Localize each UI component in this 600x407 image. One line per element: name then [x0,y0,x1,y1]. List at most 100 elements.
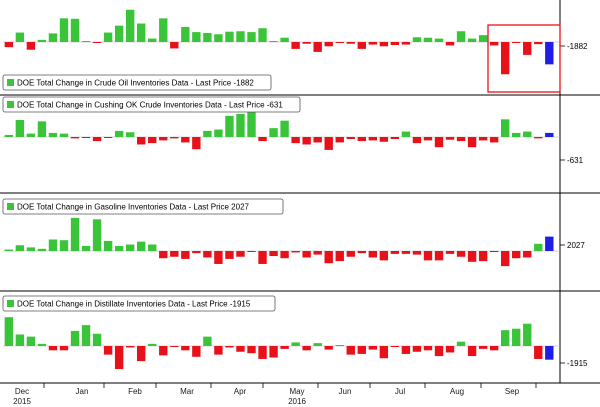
bar-3-25 [269,251,278,257]
bar-4-50 [545,346,554,360]
bar-1-15 [159,18,168,42]
last-price-tag-3: 2027 [560,240,598,250]
bar-1-9 [92,42,102,43]
bar-3-2 [15,245,25,251]
bar-3-37 [401,251,411,254]
bar-2-29 [313,137,322,143]
bar-4-35 [379,346,389,359]
bar-3-24 [258,251,267,264]
bar-4-32 [346,346,355,355]
bar-3-29 [313,251,322,255]
bar-3-40 [434,251,444,261]
price-tag-bg [561,358,598,368]
bar-1-46 [500,42,510,75]
bar-4-43 [467,346,477,357]
bar-1-37 [401,42,411,45]
bar-4-38 [412,346,422,352]
bar-3-43 [467,251,477,262]
bar-4-23 [247,346,256,354]
bar-3-3 [26,247,36,251]
bar-3-13 [137,241,146,251]
bar-4-12 [125,346,135,348]
bar-4-41 [445,346,455,353]
bar-2-7 [70,137,80,139]
bar-2-47 [512,132,521,137]
bar-2-4 [37,121,47,137]
bar-3-22 [236,251,245,257]
bar-1-50 [545,42,554,65]
bar-4-11 [114,346,124,370]
bar-4-26 [280,346,289,349]
bar-4-13 [137,346,146,362]
bar-3-10 [103,240,113,251]
bar-4-39 [423,346,433,351]
bar-1-12 [125,9,135,42]
bar-1-19 [203,32,212,42]
bar-1-39 [423,37,433,42]
bar-2-27 [291,137,300,144]
bar-1-29 [313,42,322,52]
bar-1-43 [467,38,477,42]
legend-1: DOE Total Change in Crude Oil Inventorie… [2,74,272,91]
bar-3-26 [280,251,289,259]
bar-4-46 [500,330,510,346]
x-tick-label: Apr [234,387,247,396]
bar-2-41 [445,137,455,140]
bar-2-6 [59,133,69,137]
bar-4-49 [534,346,543,359]
legend-swatch [7,300,14,307]
bar-3-35 [379,251,389,261]
x-tick-label: Jan [76,387,89,396]
bar-3-20 [214,251,223,264]
bar-1-17 [181,26,190,42]
bar-4-36 [390,346,400,347]
bar-2-40 [434,137,444,148]
bar-1-40 [434,38,444,42]
bar-3-41 [445,251,455,254]
bar-2-36 [390,137,400,140]
bar-2-14 [148,137,157,144]
legend-box [2,295,276,312]
bar-4-18 [192,346,201,357]
bar-1-34 [368,42,378,45]
x-tick-label: Jun [339,387,352,396]
bar-4-40 [434,346,444,357]
bar-4-24 [258,346,267,359]
bar-2-20 [214,129,223,137]
bar-3-38 [412,251,422,255]
bar-1-21 [225,31,234,42]
bar-4-42 [456,341,466,346]
bar-3-18 [192,251,201,254]
bar-2-37 [401,131,411,137]
legend-title: DOE Total Change in Cushing OK Crude Inv… [17,101,283,110]
bar-1-24 [258,28,267,42]
bar-2-32 [346,137,355,140]
bar-3-1 [4,249,14,251]
bar-4-22 [236,346,245,352]
bar-2-45 [489,137,499,143]
bar-3-48 [523,251,532,258]
bar-1-36 [390,42,400,46]
legend-swatch [7,79,14,86]
bar-4-16 [170,346,179,347]
price-tag-bg [561,240,598,250]
bar-2-9 [92,137,102,142]
bar-3-32 [346,251,355,257]
bar-4-21 [225,346,234,348]
bar-1-18 [192,32,201,42]
bar-4-15 [159,346,168,356]
bar-4-5 [48,346,58,351]
bar-4-33 [357,346,366,354]
bar-3-28 [302,251,311,258]
bar-2-21 [225,115,234,137]
bar-2-24 [258,137,267,142]
bar-4-34 [368,346,378,350]
bar-3-46 [500,251,510,267]
bar-1-23 [247,32,256,42]
legend-3: DOE Total Change in Gasoline Inventories… [2,198,284,215]
legend-box [2,74,272,91]
bar-4-19 [203,336,212,346]
bar-3-47 [512,251,521,259]
bar-4-4 [37,343,47,346]
